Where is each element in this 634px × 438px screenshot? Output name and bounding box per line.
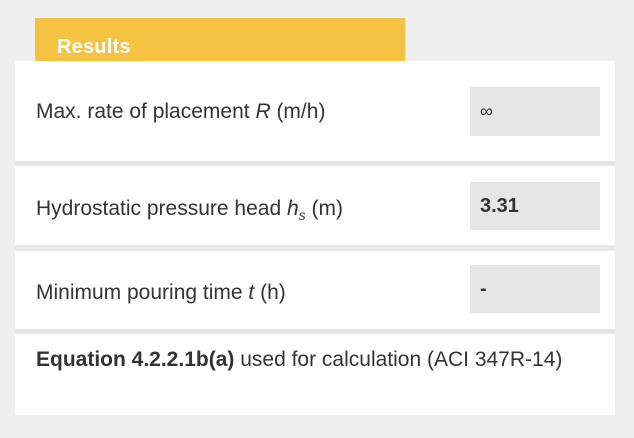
hydrostatic-head-label: Hydrostatic pressure head hs (m) <box>36 197 343 224</box>
result-row-min-pouring-time: Minimum pouring time t (h) - <box>15 251 615 329</box>
equation-note: Equation 4.2.2.1b(a) used for calculatio… <box>36 346 596 374</box>
min-pouring-time-value: - <box>470 265 600 313</box>
equation-note-text: used for calculation (ACI 347R-14) <box>234 348 563 371</box>
result-row-max-rate: Max. rate of placement R (m/h) ∞ <box>15 61 615 161</box>
min-pouring-time-label: Minimum pouring time t (h) <box>36 281 286 304</box>
max-rate-value: ∞ <box>470 87 600 136</box>
results-title: Results <box>57 36 131 58</box>
equation-reference: Equation 4.2.2.1b(a) <box>36 348 235 371</box>
result-row-hydrostatic-head: Hydrostatic pressure head hs (m) 3.31 <box>15 166 615 245</box>
result-row-equation-note: Equation 4.2.2.1b(a) used for calculatio… <box>15 334 615 415</box>
hydrostatic-head-value: 3.31 <box>470 182 600 230</box>
max-rate-label: Max. rate of placement R (m/h) <box>36 100 326 123</box>
